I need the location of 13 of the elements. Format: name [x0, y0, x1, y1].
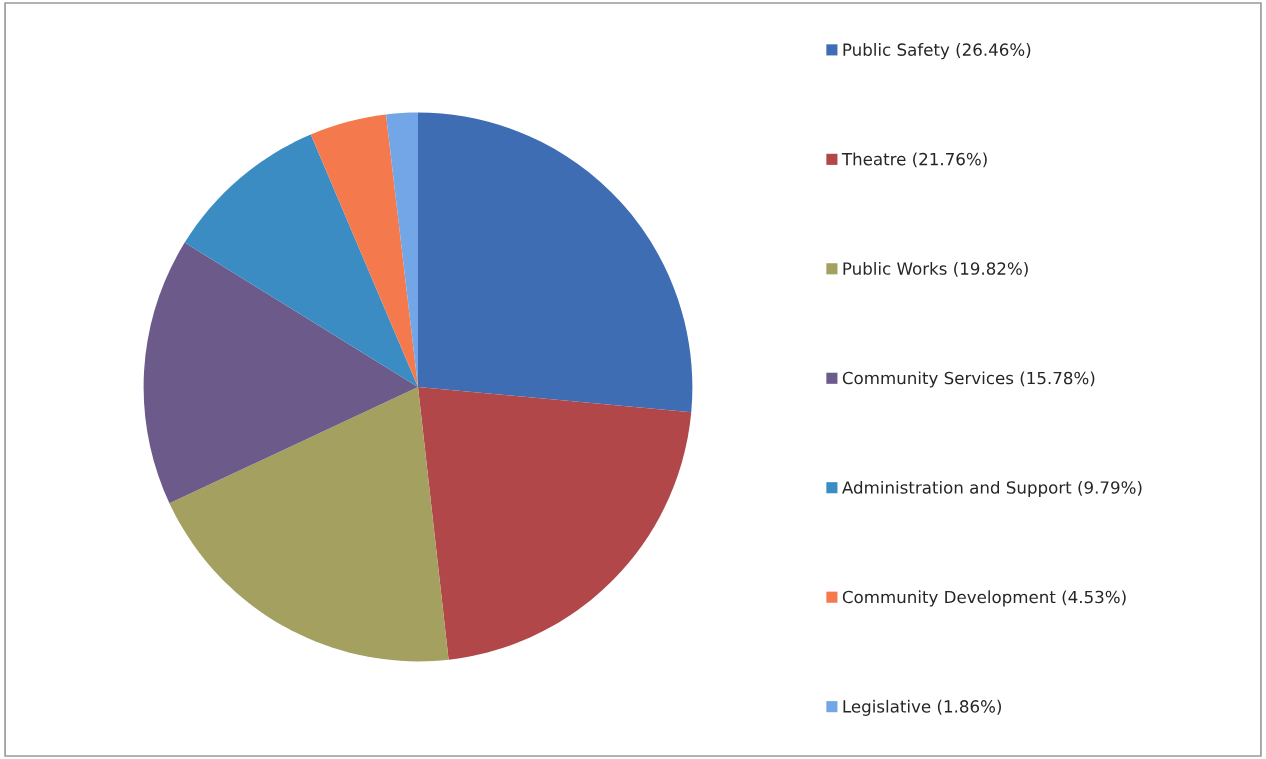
legend-label: Public Works (19.82%) — [843, 261, 1028, 277]
legend-label: Community Services (15.78%) — [842, 371, 1095, 388]
legend-label: Public Safety (26.46%) — [843, 43, 1031, 60]
legend-label: Legislative (1.86%) — [843, 699, 1001, 716]
legend-label: Theatre (21.76%) — [841, 152, 987, 168]
legend-label: Community Development (4.53%) — [842, 590, 1126, 607]
pie-slice — [418, 112, 693, 413]
pie-slice — [169, 387, 449, 662]
pie-slice — [143, 242, 418, 504]
pie-slice — [310, 114, 418, 387]
pie-slice — [418, 387, 692, 660]
legend-label: Administration and Support (9.79%) — [842, 480, 1142, 498]
pie-slice — [184, 134, 418, 387]
